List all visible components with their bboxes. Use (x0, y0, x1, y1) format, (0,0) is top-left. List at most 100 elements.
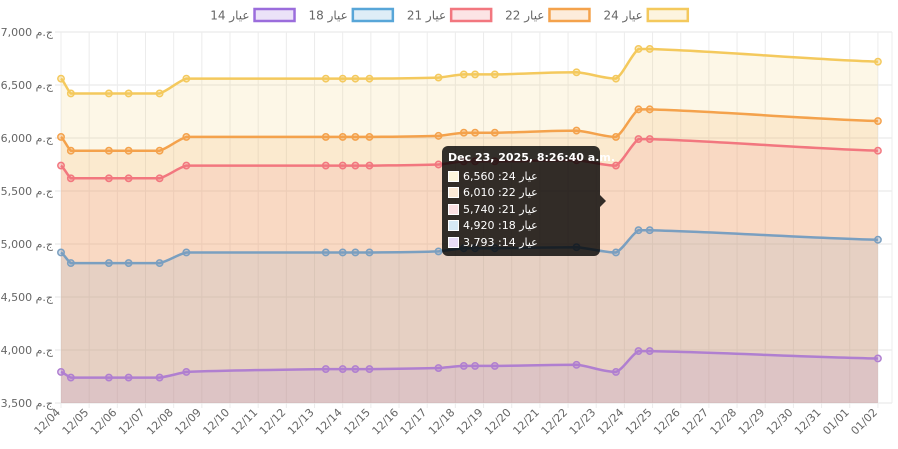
data-point (351, 132, 360, 141)
data-point (611, 74, 620, 83)
data-point (182, 367, 191, 376)
data-point (104, 146, 113, 155)
x-tick-label: 12/16 (370, 406, 402, 438)
data-point (338, 74, 347, 83)
tooltip-title: Dec 23, 2025, 8:26:40 a.m. (448, 151, 616, 164)
data-point (490, 70, 499, 79)
x-tick-label: 12/25 (623, 406, 655, 438)
legend: عيار 24 عيار 22 عيار 21 عيار 18 عيار 14 (210, 7, 690, 24)
legend-item[interactable]: عيار 24 (603, 7, 690, 24)
data-point (645, 226, 654, 235)
legend-swatch (351, 7, 395, 23)
x-tick-label: 12/10 (201, 406, 233, 438)
tooltip-row: عيار 21: 5,740 (448, 201, 594, 218)
data-point (66, 174, 75, 183)
data-point (434, 131, 443, 140)
data-point (124, 174, 133, 183)
x-tick-label: 12/28 (708, 406, 740, 438)
y-tick-label: 5,500 ج.م (1, 185, 54, 198)
x-tick-label: 12/29 (736, 406, 768, 438)
series-line (60, 137, 878, 180)
data-point (351, 365, 360, 374)
tooltip-row-text: عيار 21: 5,740 (463, 202, 538, 216)
series-area (61, 351, 878, 403)
tooltip-row-text: عيار 22: 6,010 (463, 186, 538, 200)
x-tick-label: 12/23 (567, 406, 599, 438)
tooltip-row: عيار 24: 6,560 (448, 168, 594, 185)
series-line (60, 47, 878, 95)
data-point (471, 70, 480, 79)
data-point (155, 146, 164, 155)
data-point (634, 347, 643, 356)
x-tick-label: 12/12 (257, 406, 289, 438)
tooltip-row: عيار 14: 3,793 (448, 234, 594, 251)
x-axis: 12/0412/0512/0612/0712/0812/0912/1012/11… (32, 406, 881, 438)
x-tick-label: 12/27 (679, 406, 711, 438)
data-point (351, 248, 360, 257)
legend-swatch (253, 7, 296, 23)
data-point (873, 354, 882, 363)
data-point (434, 73, 443, 82)
x-tick-label: 12/07 (116, 406, 148, 438)
x-tick-label: 12/21 (510, 406, 542, 438)
data-point (57, 248, 65, 257)
y-tick-label: 4,500 ج.م (1, 291, 54, 304)
data-point (471, 361, 480, 370)
data-point (104, 174, 113, 183)
data-point (155, 89, 164, 98)
data-point (57, 132, 65, 141)
series-lines (60, 47, 878, 379)
legend-item[interactable]: عيار 14 (210, 7, 296, 24)
x-tick-label: 12/26 (651, 406, 683, 438)
data-point (66, 89, 75, 98)
x-tick-label: 12/14 (313, 406, 345, 438)
legend-item[interactable]: عيار 21 (407, 7, 493, 24)
data-point (490, 361, 499, 370)
data-point (57, 367, 65, 376)
data-point (434, 364, 443, 372)
data-point (572, 68, 581, 77)
data-point (572, 360, 581, 369)
tooltip-swatch (448, 220, 459, 232)
tooltip-row-text: عيار 14: 3,793 (463, 235, 538, 249)
x-tick-label: 12/09 (172, 406, 204, 438)
data-point (634, 105, 643, 114)
data-point (104, 89, 113, 98)
tooltip: Dec 23, 2025, 8:26:40 a.m. عيار 24: 6,56… (442, 146, 616, 256)
legend-item[interactable]: عيار 18 (309, 7, 395, 24)
data-point (645, 105, 654, 114)
legend-item[interactable]: عيار 22 (505, 7, 591, 24)
legend-swatch (449, 7, 493, 23)
data-point (434, 160, 443, 169)
x-tick-label: 12/20 (482, 406, 514, 438)
series-area (61, 230, 878, 403)
x-tick-label: 12/24 (595, 406, 627, 438)
data-point (365, 161, 374, 170)
data-point (338, 248, 347, 257)
data-point (57, 74, 65, 83)
data-point (321, 248, 330, 257)
x-tick-label: 12/15 (341, 406, 373, 438)
data-point (182, 248, 191, 257)
tooltip-row-text: عيار 18: 4,920 (463, 219, 538, 233)
x-tick-label: 12/17 (398, 406, 430, 438)
data-point (459, 361, 468, 370)
data-point (611, 161, 620, 170)
series-line (60, 349, 878, 379)
data-point (645, 135, 654, 144)
data-point (873, 146, 882, 155)
data-point (124, 373, 133, 382)
data-point (873, 57, 882, 66)
data-point (66, 146, 75, 155)
data-point (365, 365, 374, 374)
data-point (365, 132, 374, 141)
x-tick-label: 12/18 (426, 406, 458, 438)
data-point (634, 226, 643, 235)
data-point (471, 128, 480, 137)
x-tick-label: 01/02 (848, 406, 880, 438)
legend-label: عيار 14 (210, 9, 249, 24)
data-point (124, 259, 133, 268)
data-point (873, 235, 882, 244)
data-point (104, 373, 113, 382)
data-point (572, 126, 581, 135)
